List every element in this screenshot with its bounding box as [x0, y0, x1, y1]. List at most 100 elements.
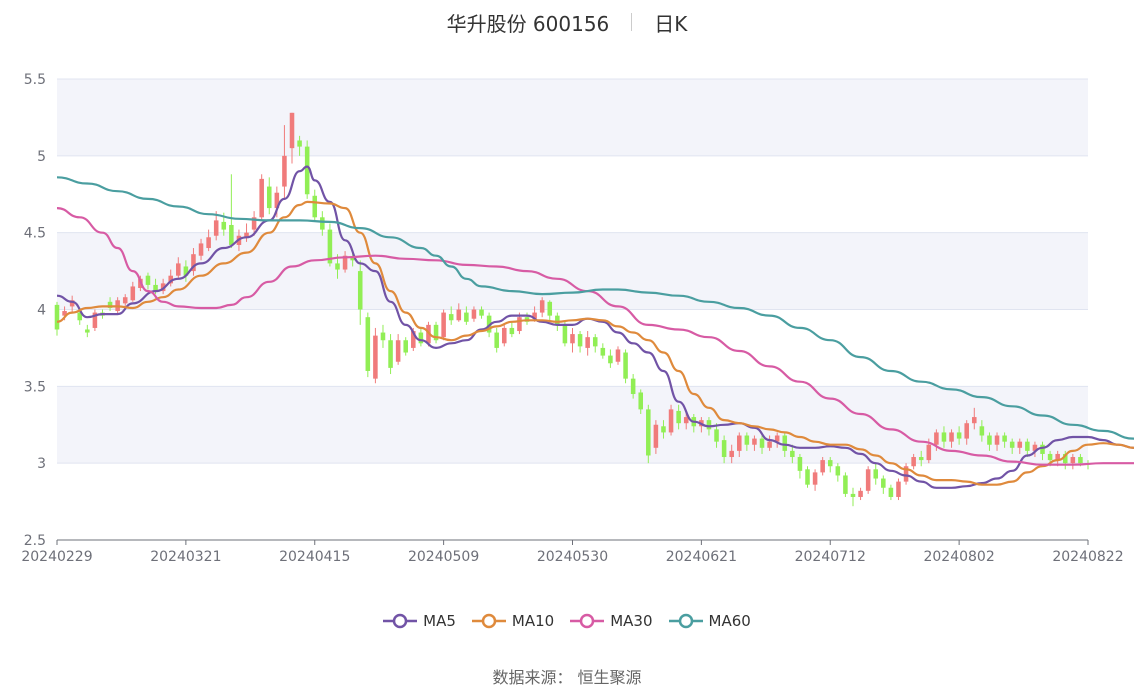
- candle-body: [206, 237, 211, 249]
- legend-item-ma60[interactable]: MA60: [668, 612, 751, 630]
- candle-body: [130, 286, 136, 301]
- candle-body: [964, 423, 969, 439]
- candle-body: [714, 429, 719, 442]
- legend-marker-icon: [668, 613, 703, 629]
- candle-body: [744, 435, 750, 445]
- candle-body: [873, 469, 879, 479]
- legend-item-ma10[interactable]: MA10: [471, 612, 555, 630]
- candle-body: [441, 312, 446, 338]
- candle-body: [456, 309, 462, 321]
- candle-body: [517, 317, 522, 332]
- x-tick-label: 20240415: [279, 549, 350, 565]
- candle-body: [221, 221, 227, 230]
- candle-body: [107, 301, 113, 308]
- candle-body: [646, 409, 651, 456]
- legend-label: MA10: [511, 612, 555, 630]
- candle-body: [797, 457, 803, 471]
- chart-legend: MA5 MA10 MA30 MA60: [0, 612, 1134, 630]
- candle-body: [903, 466, 909, 482]
- legend-label: MA5: [423, 612, 456, 630]
- candle-body: [683, 417, 689, 424]
- candle-body: [790, 450, 795, 458]
- candle-body: [1062, 453, 1068, 464]
- candle-body: [213, 220, 219, 236]
- candle-body: [62, 311, 67, 316]
- candle-body: [949, 432, 954, 442]
- candle-body: [183, 266, 189, 276]
- candle-body: [191, 254, 196, 272]
- candle-body: [577, 334, 583, 347]
- y-tick-label: 4: [37, 303, 46, 319]
- candle-body: [77, 312, 83, 321]
- candle-body: [888, 487, 894, 497]
- candle-body: [729, 450, 734, 458]
- candle-body: [380, 332, 386, 341]
- candle-body: [259, 178, 264, 218]
- candle-body: [858, 490, 863, 497]
- candle-body: [509, 327, 515, 335]
- candle-body: [373, 335, 378, 379]
- legend-marker-icon: [570, 613, 605, 629]
- candle-body: [388, 340, 393, 368]
- candle-body: [229, 224, 234, 245]
- candle-body: [1025, 441, 1030, 451]
- candle-body: [592, 337, 598, 347]
- legend-item-ma30[interactable]: MA30: [570, 612, 653, 630]
- candle-body: [608, 355, 613, 364]
- candle-body: [721, 440, 727, 458]
- x-tick-label: 20240802: [923, 549, 994, 565]
- candle-body: [350, 257, 355, 261]
- legend-marker-icon: [471, 613, 506, 629]
- candle-body: [1078, 457, 1083, 464]
- candle-body: [896, 481, 901, 497]
- candle-body: [805, 469, 810, 485]
- period-label[interactable]: 日K: [654, 11, 688, 36]
- candle-body: [865, 469, 871, 491]
- stock-name-label: 华升股份 600156: [446, 11, 610, 36]
- candle-body: [168, 275, 173, 284]
- candle-body: [668, 409, 674, 433]
- y-tick-label: 3: [37, 456, 46, 472]
- candle-body: [759, 438, 765, 448]
- candle-body: [934, 432, 939, 445]
- candle-body: [479, 309, 484, 316]
- legend-item-ma5[interactable]: MA5: [383, 612, 456, 630]
- candle-body: [335, 263, 340, 270]
- candle-body: [304, 146, 310, 195]
- candle-body: [615, 349, 621, 362]
- grid-band: [57, 79, 1088, 156]
- candle-body: [570, 334, 575, 344]
- candle-body: [395, 340, 401, 362]
- candle-body: [122, 297, 128, 304]
- candle-body: [812, 472, 818, 485]
- x-tick-label: 20240321: [150, 549, 221, 565]
- y-tick-label: 2.5: [24, 533, 46, 549]
- candle-body: [251, 217, 257, 230]
- candle-body: [994, 435, 1000, 445]
- candle-body: [274, 192, 280, 209]
- candle-body: [297, 140, 302, 147]
- candle-body: [782, 435, 788, 451]
- candle-body: [638, 392, 644, 410]
- candle-body: [630, 378, 636, 395]
- title-separator: [631, 13, 633, 31]
- candle-body: [289, 112, 295, 149]
- grid-band: [57, 232, 1088, 310]
- candle-body: [956, 432, 962, 439]
- candle-body: [176, 263, 181, 276]
- candle-body: [1055, 453, 1060, 461]
- candle-body: [327, 229, 333, 264]
- candle-body: [92, 312, 98, 328]
- candle-body: [941, 432, 947, 442]
- candle-body: [486, 315, 492, 333]
- candle-body: [676, 410, 681, 424]
- y-tick-label: 4.5: [24, 226, 46, 242]
- candle-body: [494, 332, 499, 348]
- candle-body: [979, 426, 985, 436]
- candle-body: [433, 324, 439, 341]
- candle-body: [69, 300, 75, 307]
- candle-body: [1047, 453, 1053, 461]
- candle-body: [471, 309, 477, 319]
- x-tick-label: 20240509: [408, 549, 479, 565]
- candle-body: [881, 478, 886, 488]
